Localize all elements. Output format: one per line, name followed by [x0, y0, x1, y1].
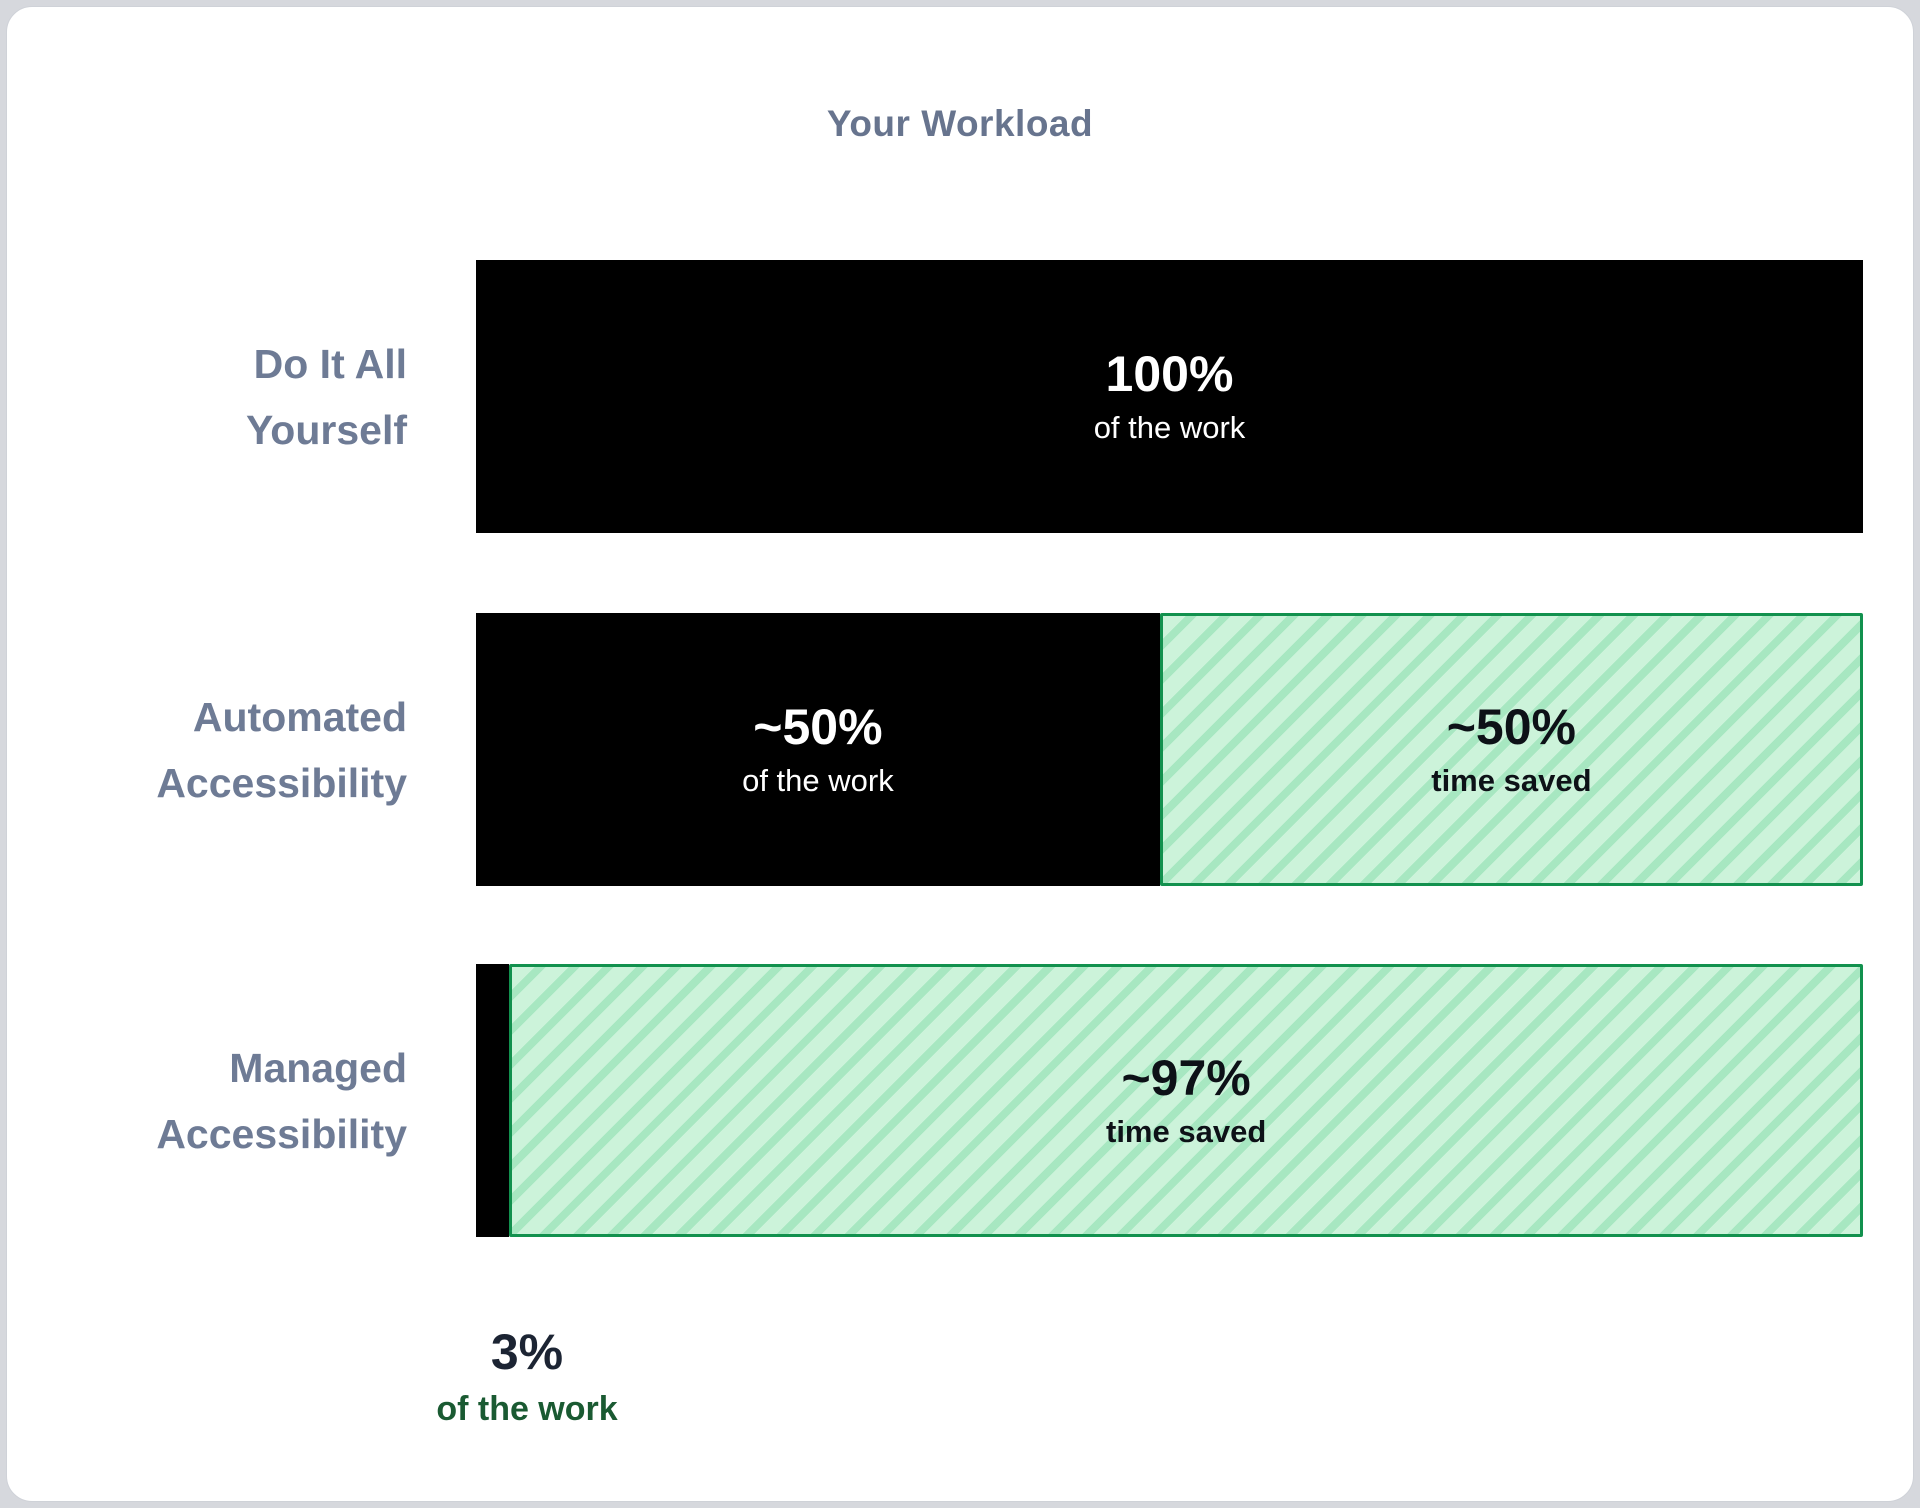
segment-your-work: ~50% of the work — [476, 613, 1160, 886]
segment-text: ~50% time saved — [1431, 700, 1591, 799]
below-bar-annotation: 3% of the work — [436, 1324, 617, 1429]
segment-text: 100% of the work — [1094, 347, 1246, 446]
bar-automated-accessibility: ~50% of the work ~50% time saved — [476, 613, 1863, 886]
row-label-line: Accessibility — [156, 1110, 407, 1157]
bar-row-managed-accessibility: Managed Accessibility ~97% time saved — [7, 964, 1920, 1237]
segment-caption: time saved — [1431, 763, 1592, 798]
row-label-line: Yourself — [246, 406, 407, 453]
chart-card: Your Workload Do It All Yourself 100% of… — [6, 6, 1914, 1502]
segment-caption: of the work — [1093, 410, 1246, 445]
segment-your-work: 100% of the work — [476, 260, 1863, 533]
row-label-do-it-all-yourself: Do It All Yourself — [7, 260, 407, 533]
row-label-line: Managed — [229, 1044, 407, 1091]
bar-row-do-it-all-yourself: Do It All Yourself 100% of the work — [7, 260, 1920, 533]
row-label-automated-accessibility: Automated Accessibility — [7, 613, 407, 886]
segment-time-saved: ~97% time saved — [509, 964, 1863, 1237]
segment-value: ~50% — [1446, 699, 1577, 755]
segment-caption: of the work — [742, 763, 894, 798]
annotation-value: 3% — [490, 1324, 564, 1380]
row-label-line: Automated — [192, 693, 407, 740]
row-label-line: Do It All — [253, 340, 407, 387]
segment-text: ~50% of the work — [742, 700, 894, 799]
chart-title: Your Workload — [826, 103, 1094, 144]
row-label-line: Accessibility — [156, 759, 407, 806]
segment-value: ~97% — [1121, 1050, 1251, 1106]
segment-value: 100% — [1105, 346, 1234, 402]
segment-value: ~50% — [753, 699, 883, 755]
segment-caption: time saved — [1106, 1114, 1267, 1149]
bar-do-it-all-yourself: 100% of the work — [476, 260, 1863, 533]
annotation-caption: of the work — [436, 1390, 618, 1428]
segment-your-work — [476, 964, 510, 1237]
bar-row-automated-accessibility: Automated Accessibility ~50% of the work… — [7, 613, 1920, 886]
segment-time-saved: ~50% time saved — [1159, 613, 1863, 886]
row-label-managed-accessibility: Managed Accessibility — [7, 964, 407, 1237]
segment-text: ~97% time saved — [1106, 1051, 1266, 1150]
bar-managed-accessibility: ~97% time saved — [476, 964, 1863, 1237]
